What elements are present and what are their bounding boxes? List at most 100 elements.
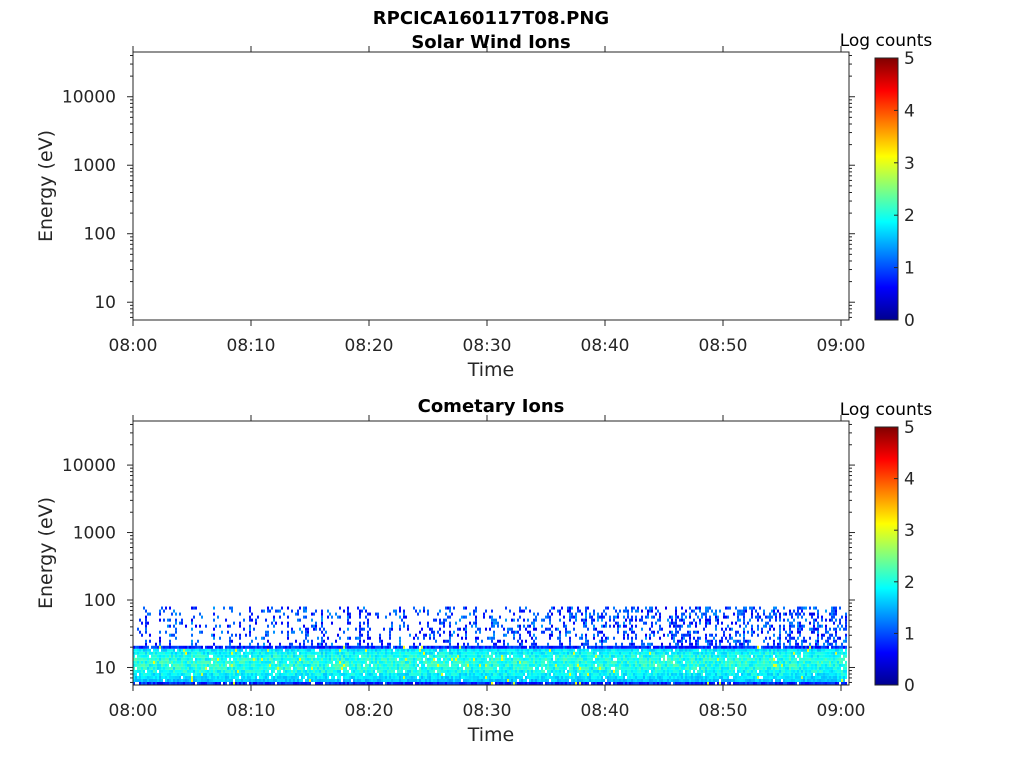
heatmap-cell xyxy=(297,618,299,622)
heatmap-cell xyxy=(529,648,531,652)
heatmap-cell xyxy=(357,660,359,664)
heatmap-cell xyxy=(645,606,647,610)
heatmap-cell xyxy=(511,681,513,685)
heatmap-cell xyxy=(559,666,561,670)
heatmap-cell xyxy=(301,630,303,634)
heatmap-cell xyxy=(423,678,425,682)
heatmap-cell xyxy=(239,654,241,658)
heatmap-cell xyxy=(429,645,431,649)
heatmap-cell xyxy=(373,648,375,652)
heatmap-cell xyxy=(721,645,723,649)
heatmap-cell xyxy=(547,642,549,646)
heatmap-cell xyxy=(243,663,245,667)
heatmap-cell xyxy=(219,624,221,628)
heatmap-cell xyxy=(601,624,603,628)
heatmap-cell xyxy=(697,630,699,634)
heatmap-cell xyxy=(307,681,309,685)
heatmap-cell xyxy=(529,681,531,685)
heatmap-cell xyxy=(367,633,369,637)
heatmap-cell xyxy=(361,669,363,673)
heatmap-cell xyxy=(619,651,621,655)
heatmap-cell xyxy=(569,666,571,670)
heatmap-cell xyxy=(281,666,283,670)
heatmap-cell xyxy=(321,621,323,625)
heatmap-cell xyxy=(299,651,301,655)
heatmap-cell xyxy=(213,636,215,640)
heatmap-cell xyxy=(591,621,593,625)
heatmap-cell xyxy=(463,678,465,682)
heatmap-cell xyxy=(311,624,313,628)
heatmap-cell xyxy=(281,651,283,655)
heatmap-cell xyxy=(455,672,457,676)
heatmap-cell xyxy=(137,660,139,664)
heatmap-cell xyxy=(359,657,361,661)
heatmap-cell xyxy=(549,669,551,673)
heatmap-cell xyxy=(361,627,363,631)
heatmap-cell xyxy=(267,609,269,613)
heatmap-cell xyxy=(669,630,671,634)
heatmap-cell xyxy=(563,681,565,685)
heatmap-cell xyxy=(723,648,725,652)
heatmap-cell xyxy=(709,675,711,679)
heatmap-cell xyxy=(337,648,339,652)
heatmap-cell xyxy=(631,639,633,643)
heatmap-cell xyxy=(419,660,421,664)
heatmap-cell xyxy=(319,660,321,664)
heatmap-cell xyxy=(361,654,363,658)
heatmap-cell xyxy=(407,675,409,679)
heatmap-cell xyxy=(399,639,401,643)
heatmap-cell xyxy=(381,675,383,679)
heatmap-cell xyxy=(323,666,325,670)
heatmap-cell xyxy=(191,639,193,643)
heatmap-cell xyxy=(355,651,357,655)
heatmap-cell xyxy=(651,669,653,673)
heatmap-cell xyxy=(183,651,185,655)
heatmap-cell xyxy=(403,675,405,679)
heatmap-cell xyxy=(587,669,589,673)
heatmap-cell xyxy=(329,645,331,649)
heatmap-cell xyxy=(299,618,301,622)
heatmap-cell xyxy=(707,672,709,676)
heatmap-cell xyxy=(465,606,467,610)
heatmap-cell xyxy=(415,678,417,682)
heatmap-cell xyxy=(175,630,177,634)
heatmap-cell xyxy=(743,633,745,637)
heatmap-cell xyxy=(201,654,203,658)
heatmap-cell xyxy=(659,663,661,667)
heatmap-cell xyxy=(323,660,325,664)
heatmap-cell xyxy=(515,651,517,655)
heatmap-cell xyxy=(233,621,235,625)
heatmap-cell xyxy=(159,636,161,640)
heatmap-cell xyxy=(445,648,447,652)
heatmap-cell xyxy=(743,678,745,682)
heatmap-cell xyxy=(681,645,683,649)
heatmap-cell xyxy=(467,648,469,652)
heatmap-cell xyxy=(509,660,511,664)
heatmap-cell xyxy=(283,612,285,616)
heatmap-cell xyxy=(165,663,167,667)
heatmap-cell xyxy=(409,666,411,670)
heatmap-cell xyxy=(473,663,475,667)
heatmap-cell xyxy=(185,645,187,649)
heatmap-cell xyxy=(707,663,709,667)
heatmap-cell xyxy=(415,648,417,652)
heatmap-cell xyxy=(329,657,331,661)
heatmap-cell xyxy=(209,657,211,661)
heatmap-cell xyxy=(403,672,405,676)
heatmap-cell xyxy=(537,669,539,673)
heatmap-cell xyxy=(615,669,617,673)
heatmap-cell xyxy=(685,639,687,643)
heatmap-cell xyxy=(573,672,575,676)
heatmap-cell xyxy=(419,681,421,685)
heatmap-cell xyxy=(469,672,471,676)
heatmap-cell xyxy=(585,666,587,670)
heatmap-cell xyxy=(193,678,195,682)
heatmap-cell xyxy=(679,678,681,682)
heatmap-cell xyxy=(171,663,173,667)
heatmap-cell xyxy=(225,666,227,670)
heatmap-cell xyxy=(311,612,313,616)
heatmap-cell xyxy=(689,672,691,676)
heatmap-cell xyxy=(217,663,219,667)
heatmap-cell xyxy=(689,636,691,640)
heatmap-cell xyxy=(259,651,261,655)
